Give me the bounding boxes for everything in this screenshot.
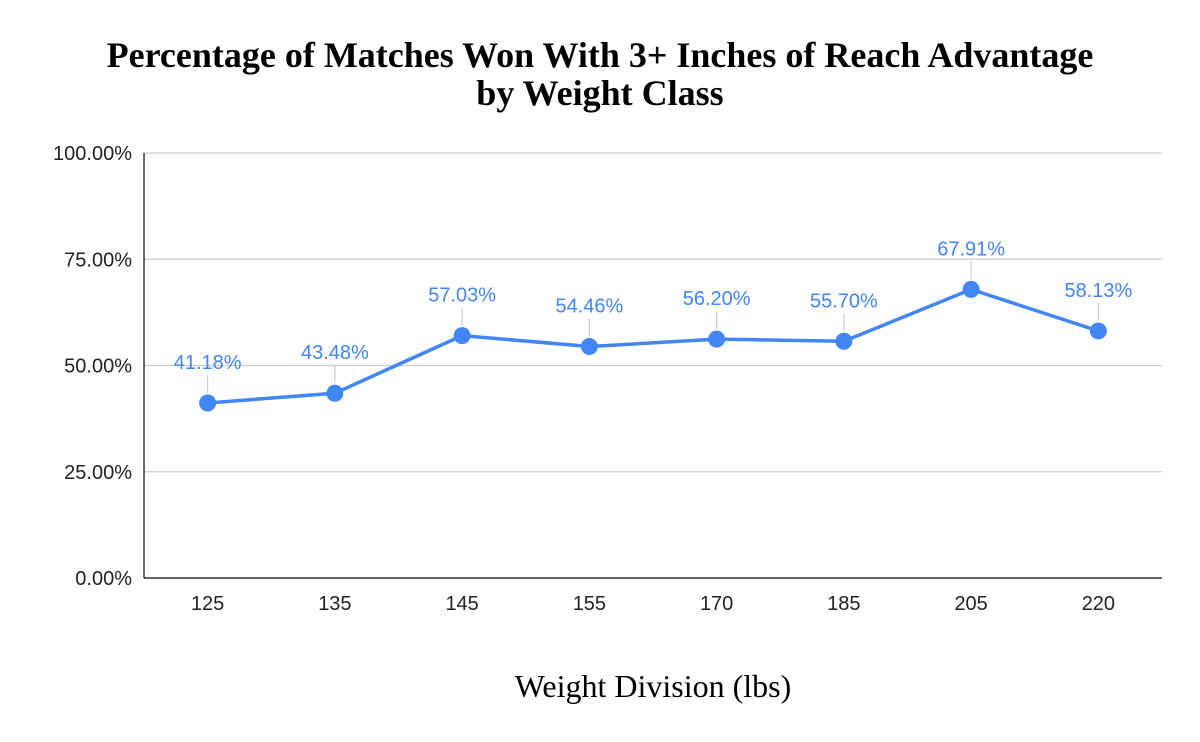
gridlines [144, 152, 1162, 473]
data-point [708, 330, 726, 348]
data-point [962, 280, 980, 298]
data-point [453, 327, 471, 345]
data-label: 58.13% [1064, 280, 1132, 302]
x-tick-label: 135 [318, 593, 351, 615]
x-tick-label: 205 [954, 593, 987, 615]
data-label: 41.18% [174, 352, 242, 374]
data-label: 56.20% [683, 288, 751, 310]
data-points [199, 280, 1107, 412]
y-tick-label: 0.00% [75, 568, 132, 590]
data-labels: 41.18% 43.48% 57.03% 54.46% 56.20% 55.70% 67.9… [174, 238, 1133, 374]
x-axis-title: Weight Division (lbs) [514, 668, 792, 704]
data-point [199, 394, 217, 412]
chart-title-line-2: by Weight Class [476, 73, 724, 113]
y-tick-label: 75.00% [64, 249, 132, 271]
chart-title-line-1: Percentage of Matches Won With 3+ Inches… [106, 35, 1094, 75]
data-point [1089, 322, 1107, 340]
y-tick-label: 100.00% [53, 143, 132, 165]
data-label: 54.46% [555, 296, 623, 318]
series-line-layer [205, 287, 1101, 405]
data-label: 43.48% [301, 342, 369, 364]
x-axis-tick-labels: 125 135 145 155 170 185 205 220 [191, 593, 1115, 615]
data-label: 57.03% [428, 285, 496, 307]
x-tick-label: 220 [1082, 593, 1115, 615]
x-tick-label: 170 [700, 593, 733, 615]
data-point [580, 338, 598, 356]
y-tick-label: 25.00% [64, 462, 132, 484]
x-tick-label: 125 [191, 593, 224, 615]
data-label: 55.70% [810, 290, 878, 312]
chart-title: Percentage of Matches Won With 3+ Inches… [0, 36, 1200, 112]
series-line [205, 287, 1101, 405]
x-tick-label: 185 [827, 593, 860, 615]
data-label: 67.91% [937, 238, 1005, 260]
y-tick-label: 50.00% [64, 356, 132, 378]
x-tick-label: 155 [573, 593, 606, 615]
data-point [326, 384, 344, 402]
axes [143, 153, 1162, 579]
data-point [835, 332, 853, 350]
data-label-leaders [207, 261, 1099, 393]
y-axis-tick-labels: 0.00% 25.00% 50.00% 75.00% 100.00% [53, 143, 132, 590]
x-tick-label: 145 [445, 593, 478, 615]
